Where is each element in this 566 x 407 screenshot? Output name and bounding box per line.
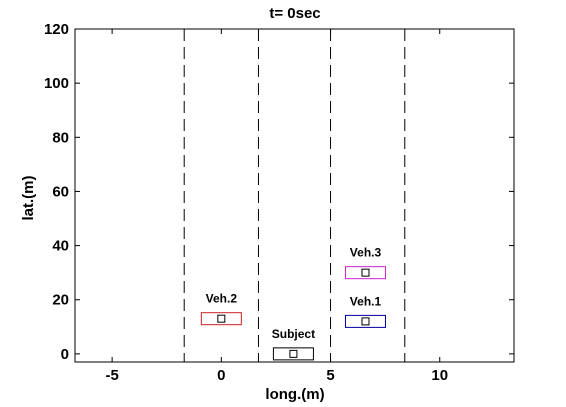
vehicle-label: Veh.1 [350,294,382,308]
chart-title: t= 0sec [269,5,320,22]
y-tick-label: 20 [52,292,69,309]
vehicle-marker [361,268,370,277]
y-tick-label: 80 [52,129,69,146]
x-tick-label: 10 [431,367,448,384]
vehicle-box [344,266,386,280]
y-tick-label: 100 [44,75,69,92]
vehicle-marker [217,314,226,323]
vehicle-marker [361,317,370,326]
x-axis-label: long.(m) [265,386,324,403]
vehicle-label: Subject [272,327,315,341]
x-tick-label: 5 [326,367,334,384]
x-tick-label: -5 [105,367,118,384]
y-tick-label: 0 [61,346,69,363]
vehicle-label: Veh.2 [206,292,238,306]
vehicle-label: Veh.3 [350,246,382,260]
y-tick-label: 60 [52,183,69,200]
x-tick-label: 0 [217,367,225,384]
plot-frame [74,28,515,363]
vehicle-box [200,312,242,326]
y-axis-label: lat.(m) [20,175,37,220]
vehicle-box [272,347,314,361]
plot-area: -5 0 5 10020406080100120SubjectVeh.1Veh.2Ve… [44,21,515,384]
y-tick-label: 120 [44,21,69,38]
vehicle-marker [289,349,298,358]
y-tick-label: 40 [52,238,69,255]
vehicle-box [344,314,386,328]
